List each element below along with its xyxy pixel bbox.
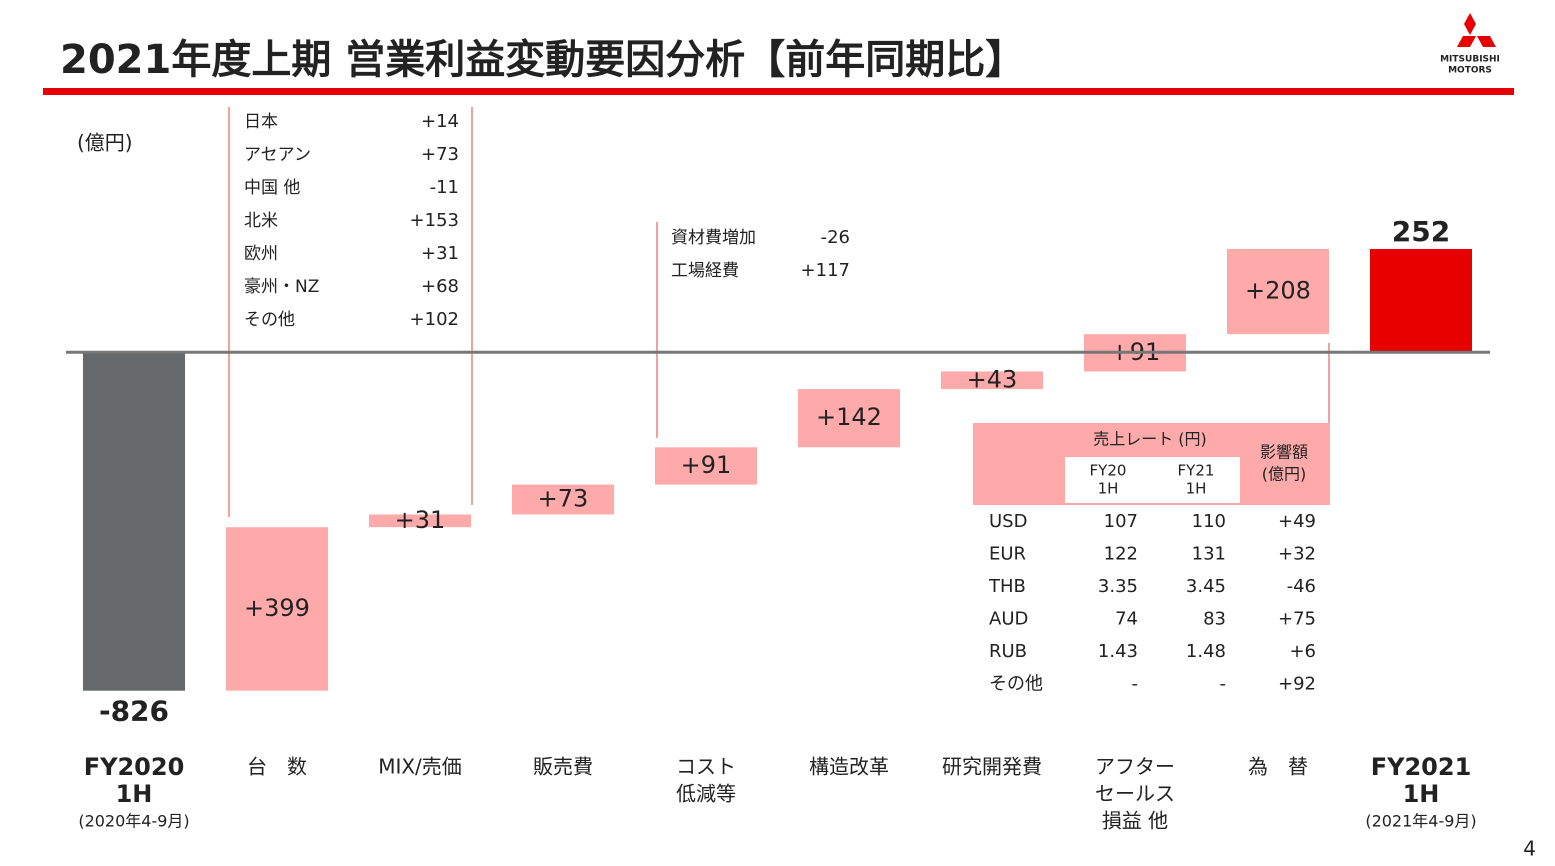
fx-cell: USD	[989, 511, 1027, 532]
x-tick-label: FY2020	[84, 753, 185, 781]
fx-cell: 131	[1192, 544, 1226, 565]
breakdown-value: -11	[430, 177, 459, 198]
bar	[798, 389, 900, 448]
x-tick-label: 1H	[116, 780, 153, 808]
breakdown-value: +31	[421, 243, 459, 264]
x-tick-label: 台 数	[247, 755, 307, 779]
fx-cell: RUB	[989, 641, 1027, 662]
breakdown-label: 資材費増加	[671, 228, 756, 248]
bar	[1370, 248, 1472, 353]
bar	[226, 527, 328, 691]
fx-cell: THB	[988, 576, 1026, 597]
bar	[1227, 248, 1329, 335]
fx-column-header: 1H	[1098, 480, 1119, 498]
fx-cell: +49	[1278, 511, 1316, 532]
fx-cell: 83	[1203, 609, 1226, 630]
logo-text: MITSUBISHI	[1440, 55, 1500, 65]
value-label: +208	[1245, 277, 1311, 305]
fx-cell: 1.48	[1186, 641, 1226, 662]
fx-column-header: FY21	[1178, 462, 1215, 480]
fx-cell: 122	[1104, 544, 1138, 565]
breakdown-value: -26	[821, 227, 850, 248]
callout-lines	[228, 107, 1330, 517]
breakdown-value: +102	[410, 309, 459, 330]
x-tick-label: 販売費	[533, 755, 593, 779]
breakdown-label: 北米	[244, 211, 278, 231]
fx-cell: AUD	[989, 609, 1028, 630]
breakdown-value: +153	[410, 210, 459, 231]
x-tick-label: FY2021	[1371, 753, 1472, 781]
breakdown-label: 欧州	[244, 244, 278, 264]
x-tick-label: 損益 他	[1102, 809, 1168, 833]
fx-header: 売上レート (円)	[1093, 430, 1207, 449]
unit-label: (億円)	[77, 131, 133, 155]
value-label: +399	[244, 594, 310, 622]
x-tick-label: アフター	[1095, 755, 1175, 779]
fx-cell: +75	[1278, 609, 1316, 630]
fx-cell: 107	[1104, 511, 1138, 532]
fx-cell: +6	[1289, 641, 1316, 662]
fx-cell: 3.35	[1098, 576, 1138, 597]
x-tick-note: (2020年4-9月)	[78, 812, 189, 831]
breakdown-label: 豪州・NZ	[244, 276, 319, 297]
fx-cell: 110	[1192, 511, 1226, 532]
logo-text: MOTORS	[1448, 66, 1492, 76]
x-tick-label: コスト	[676, 755, 736, 779]
x-tick-note: (2021年4-9月)	[1365, 812, 1476, 831]
x-tick-label: 為 替	[1248, 755, 1308, 779]
fx-subheader-box	[1065, 457, 1240, 503]
value-label: 252	[1392, 215, 1450, 248]
fx-cell: 3.45	[1186, 576, 1226, 597]
breakdown-label: 中国 他	[244, 178, 300, 198]
breakdown-label: その他	[244, 310, 295, 330]
x-tick-label: セールス	[1095, 782, 1175, 806]
breakdown-label: アセアン	[244, 145, 311, 165]
bar	[83, 352, 185, 691]
fx-cell: +92	[1278, 674, 1316, 695]
logo-mark	[1457, 13, 1496, 47]
fx-cell: 74	[1115, 609, 1138, 630]
x-tick-label: MIX/売価	[378, 755, 462, 779]
fx-cell: 1.43	[1098, 641, 1138, 662]
fx-cell: -	[1220, 674, 1227, 695]
fx-impact-header: 影響額	[1260, 443, 1308, 462]
fx-cell: +32	[1278, 544, 1316, 565]
breakdown-label: 日本	[244, 112, 278, 132]
value-label: +142	[816, 403, 882, 431]
value-label: -826	[99, 695, 169, 728]
bar	[369, 514, 471, 528]
breakdown-label: 工場経費	[671, 261, 739, 281]
value-label: +43	[967, 365, 1018, 393]
bar	[655, 447, 757, 485]
fx-column-header: 1H	[1186, 480, 1207, 498]
bar	[512, 484, 614, 515]
fx-cell: その他	[989, 674, 1043, 695]
breakdown-value: +117	[801, 260, 850, 281]
fx-cell: -46	[1287, 576, 1316, 597]
breakdown-value: +73	[421, 144, 459, 165]
fx-cell: EUR	[989, 544, 1026, 565]
value-label: +31	[395, 506, 446, 534]
title-rule	[43, 88, 1514, 95]
x-tick-label: 研究開発費	[942, 755, 1042, 779]
value-label: +73	[538, 485, 589, 513]
slide-title: 2021年度上期 営業利益変動要因分析【前年同期比】	[60, 37, 1025, 83]
bar	[941, 371, 1043, 390]
x-tick-label: 構造改革	[809, 755, 889, 779]
page-number: 4	[1523, 837, 1536, 861]
value-label: +91	[681, 451, 732, 479]
fx-impact-header: (億円)	[1262, 465, 1307, 484]
breakdown-value: +14	[421, 111, 459, 132]
x-tick-label: 1H	[1403, 780, 1440, 808]
fx-cell: -	[1132, 674, 1139, 695]
breakdown-value: +68	[421, 276, 459, 297]
fx-column-header: FY20	[1090, 462, 1127, 480]
x-tick-label: 低減等	[676, 782, 736, 806]
